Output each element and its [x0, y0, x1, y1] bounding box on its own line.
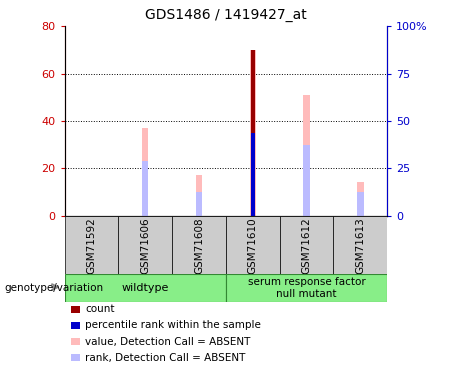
Bar: [118, 216, 172, 274]
Text: wildtype: wildtype: [122, 283, 169, 293]
Text: value, Detection Call = ABSENT: value, Detection Call = ABSENT: [85, 337, 251, 346]
Bar: [65, 274, 226, 302]
Bar: [226, 216, 280, 274]
Bar: [333, 216, 387, 274]
Bar: [142, 128, 148, 216]
Text: percentile rank within the sample: percentile rank within the sample: [85, 321, 261, 330]
Bar: [172, 216, 226, 274]
Text: GSM71613: GSM71613: [355, 217, 366, 274]
Text: count: count: [85, 304, 115, 314]
Text: serum response factor
null mutant: serum response factor null mutant: [248, 277, 366, 298]
Bar: [226, 274, 387, 302]
Bar: [303, 95, 310, 216]
Bar: [196, 192, 202, 216]
Title: GDS1486 / 1419427_at: GDS1486 / 1419427_at: [145, 9, 307, 22]
Text: GSM71606: GSM71606: [140, 217, 150, 274]
Bar: [250, 133, 255, 216]
Bar: [65, 216, 118, 274]
Bar: [196, 176, 202, 216]
Text: genotype/variation: genotype/variation: [5, 283, 104, 293]
Bar: [303, 145, 310, 216]
Bar: [280, 216, 333, 274]
Text: GSM71592: GSM71592: [86, 217, 96, 274]
Bar: [357, 192, 364, 216]
Bar: [249, 50, 256, 216]
Text: GSM71612: GSM71612: [301, 217, 312, 274]
Text: GSM71608: GSM71608: [194, 217, 204, 274]
Bar: [142, 161, 148, 216]
Bar: [250, 50, 255, 216]
Bar: [357, 183, 364, 216]
Text: GSM71610: GSM71610: [248, 217, 258, 274]
Text: rank, Detection Call = ABSENT: rank, Detection Call = ABSENT: [85, 353, 246, 363]
